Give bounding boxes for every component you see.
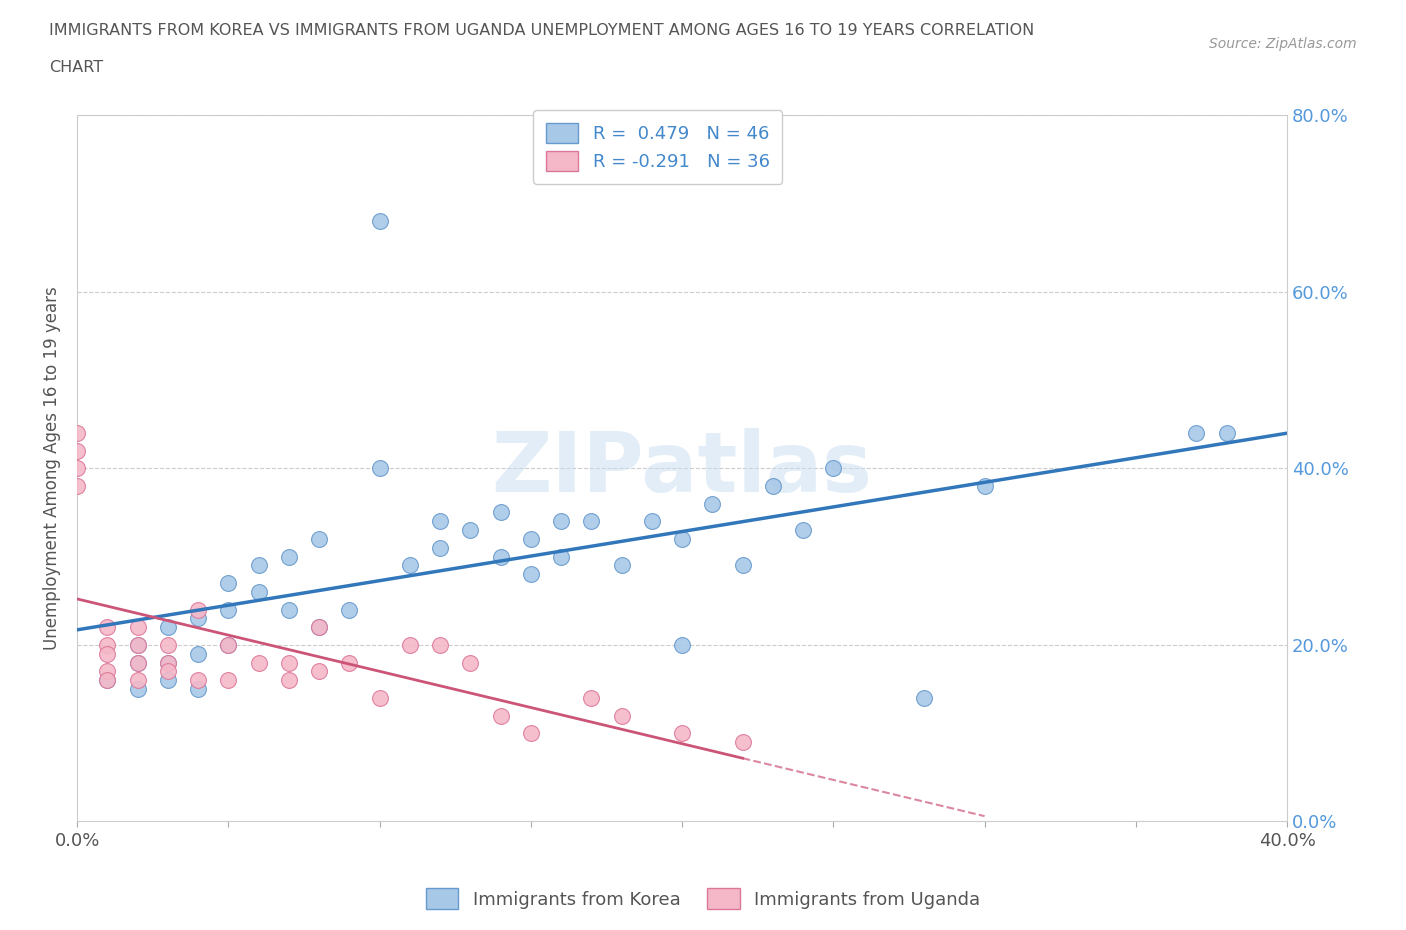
Point [398, 637, 420, 652]
Point [429, 513, 451, 528]
Point [187, 646, 209, 661]
Point [217, 637, 239, 652]
Point [610, 708, 633, 723]
Point [187, 611, 209, 626]
Legend: R =  0.479   N = 46, R = -0.291   N = 36: R = 0.479 N = 46, R = -0.291 N = 36 [533, 110, 783, 184]
Y-axis label: Unemployment Among Ages 16 to 19 years: Unemployment Among Ages 16 to 19 years [44, 286, 60, 650]
Point [127, 619, 149, 634]
Point [127, 637, 149, 652]
Point [702, 496, 724, 511]
Point [127, 672, 149, 687]
Point [96, 637, 118, 652]
Text: CHART: CHART [49, 60, 103, 75]
Point [66, 426, 89, 441]
Point [308, 664, 330, 679]
Point [96, 672, 118, 687]
Legend: Immigrants from Korea, Immigrants from Uganda: Immigrants from Korea, Immigrants from U… [419, 881, 987, 916]
Point [429, 637, 451, 652]
Point [337, 602, 360, 617]
Point [156, 664, 179, 679]
Text: ZIPatlas: ZIPatlas [492, 428, 873, 509]
Point [247, 584, 270, 599]
Point [460, 523, 482, 538]
Point [1185, 426, 1208, 441]
Point [792, 523, 814, 538]
Point [581, 513, 603, 528]
Point [247, 655, 270, 670]
Point [550, 549, 572, 564]
Point [520, 725, 543, 740]
Point [429, 540, 451, 555]
Point [277, 549, 299, 564]
Point [247, 558, 270, 573]
Point [489, 708, 512, 723]
Point [127, 637, 149, 652]
Point [156, 619, 179, 634]
Point [156, 637, 179, 652]
Point [156, 655, 179, 670]
Point [277, 672, 299, 687]
Point [187, 682, 209, 697]
Point [489, 549, 512, 564]
Point [66, 478, 89, 493]
Point [96, 672, 118, 687]
Point [96, 646, 118, 661]
Point [581, 690, 603, 705]
Point [671, 637, 693, 652]
Point [368, 214, 391, 229]
Point [641, 513, 664, 528]
Point [550, 513, 572, 528]
Point [66, 460, 89, 475]
Point [912, 690, 935, 705]
Point [156, 655, 179, 670]
Text: Source: ZipAtlas.com: Source: ZipAtlas.com [1209, 37, 1357, 51]
Point [762, 478, 785, 493]
Point [731, 735, 754, 750]
Point [489, 505, 512, 520]
Point [520, 531, 543, 546]
Point [96, 664, 118, 679]
Point [368, 690, 391, 705]
Point [308, 619, 330, 634]
Point [823, 460, 845, 475]
Point [66, 443, 89, 458]
Point [671, 531, 693, 546]
Point [156, 672, 179, 687]
Point [731, 558, 754, 573]
Point [460, 655, 482, 670]
Point [127, 655, 149, 670]
Point [217, 637, 239, 652]
Point [973, 478, 995, 493]
Text: IMMIGRANTS FROM KOREA VS IMMIGRANTS FROM UGANDA UNEMPLOYMENT AMONG AGES 16 TO 19: IMMIGRANTS FROM KOREA VS IMMIGRANTS FROM… [49, 23, 1035, 38]
Point [398, 558, 420, 573]
Point [337, 655, 360, 670]
Point [308, 531, 330, 546]
Point [217, 672, 239, 687]
Point [610, 558, 633, 573]
Point [127, 655, 149, 670]
Point [187, 602, 209, 617]
Point [368, 460, 391, 475]
Point [217, 602, 239, 617]
Point [127, 682, 149, 697]
Point [187, 672, 209, 687]
Point [1215, 426, 1237, 441]
Point [96, 619, 118, 634]
Point [277, 602, 299, 617]
Point [520, 566, 543, 581]
Point [308, 619, 330, 634]
Point [671, 725, 693, 740]
Point [217, 576, 239, 591]
Point [277, 655, 299, 670]
